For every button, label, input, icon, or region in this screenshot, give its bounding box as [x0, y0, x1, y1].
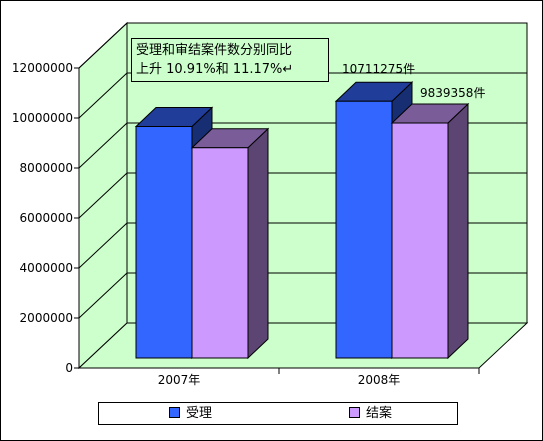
- bar-side: [247, 127, 269, 360]
- legend-label-series-2: 结案: [366, 406, 393, 421]
- annotation-line-1: 受理和审结案件数分别同比: [136, 43, 293, 58]
- annotation-line-2: 上升 10.91%和 11.17%↵: [136, 62, 294, 77]
- annotation-box: 受理和审结案件数分别同比 上升 10.91%和 11.17%↵: [131, 38, 329, 82]
- bar: [391, 122, 449, 359]
- bar: [335, 100, 393, 359]
- gridline: [78, 72, 527, 119]
- legend-label-series-1: 受理: [186, 406, 213, 421]
- y-tick-label: 0: [65, 361, 73, 375]
- y-tick-label: 4000000: [20, 261, 73, 275]
- y-tick-label: 2000000: [20, 311, 73, 325]
- y-tick-label: 6000000: [20, 211, 73, 225]
- legend: 受理 结案: [98, 402, 458, 425]
- bar: [135, 126, 193, 359]
- data-label: 10711275件: [342, 62, 415, 76]
- y-tick-label: 8000000: [20, 161, 73, 175]
- y-tick-label: 12000000: [12, 61, 73, 75]
- legend-swatch-series-1: [169, 407, 180, 418]
- data-label: 9839358件: [420, 86, 485, 100]
- x-tick-label: 2007年: [158, 373, 201, 387]
- bar: [191, 147, 249, 359]
- legend-swatch-series-2: [349, 407, 360, 418]
- gridline: [78, 22, 527, 69]
- bar-side: [447, 102, 469, 360]
- y-tick-label: 10000000: [12, 111, 73, 125]
- legend-item-series-1: 受理: [169, 406, 212, 421]
- legend-item-series-2: 结案: [349, 406, 392, 421]
- x-tick-label: 2008年: [358, 373, 401, 387]
